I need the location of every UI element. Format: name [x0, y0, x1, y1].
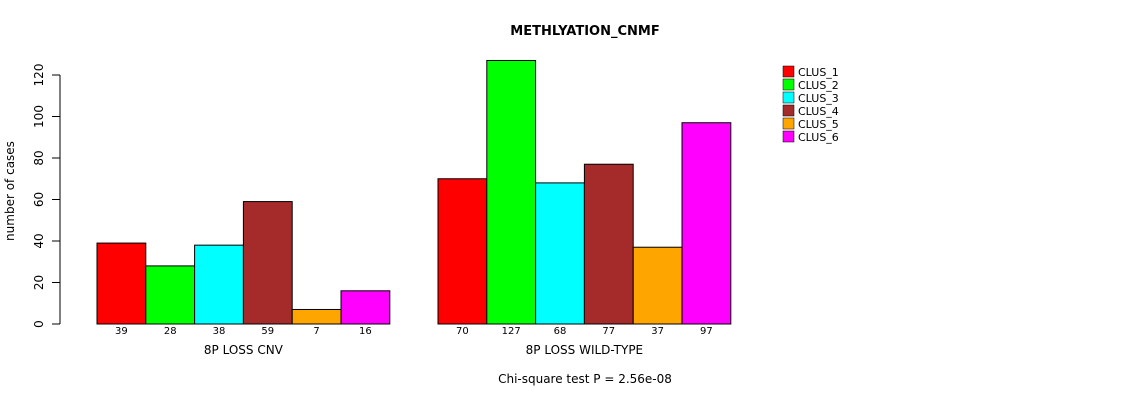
bar-clus-5-group-2 [632, 246, 683, 325]
bar-count-label: 97 [700, 326, 713, 337]
legend-label: CLUS_2 [798, 79, 839, 92]
bar-count-label: 127 [502, 326, 521, 337]
legend-swatch [782, 78, 795, 91]
bar-count-label: 68 [554, 326, 567, 337]
bar-clus-6-group-1 [340, 290, 391, 325]
y-tick-label: 0 [32, 320, 46, 328]
bar-clus-4-group-1 [242, 201, 293, 325]
y-tick-label: 80 [32, 150, 46, 165]
bar-count-label: 77 [602, 326, 615, 337]
legend-swatch [782, 65, 795, 78]
bar-clus-5-group-1 [291, 308, 342, 325]
legend-label: CLUS_5 [798, 118, 839, 131]
legend-swatch [782, 91, 795, 104]
bar-count-label: 70 [456, 326, 469, 337]
chi-square-footnote: Chi-square test P = 2.56e-08 [498, 372, 672, 386]
group-label-2: 8P LOSS WILD-TYPE [526, 343, 643, 357]
legend-swatch [782, 104, 795, 117]
legend-label: CLUS_6 [798, 131, 839, 144]
y-axis-label: number of cases [3, 141, 17, 241]
bar-clus-6-group-2 [681, 122, 732, 325]
bar-count-label: 38 [213, 326, 226, 337]
chart-title: METHLYATION_CNMF [510, 24, 659, 39]
bar-clus-2-group-2 [486, 59, 537, 325]
legend-swatch [782, 130, 795, 143]
y-axis: 0 20 40 60 80 100 120 [32, 64, 61, 328]
bar-clus-3-group-2 [535, 182, 585, 325]
bar-clus-1-group-2 [437, 178, 488, 325]
bar-clus-3-group-1 [194, 244, 244, 325]
legend-label: CLUS_3 [798, 92, 839, 105]
group-labels: 8P LOSS CNV 8P LOSS WILD-TYPE [204, 343, 643, 357]
bar-count-label: 37 [651, 326, 664, 337]
bar-clus-1-group-1 [96, 242, 147, 325]
bar-count-labels: 39 28 38 59 7 16 70 127 68 77 37 97 [115, 326, 713, 337]
bar-count-label: 16 [359, 326, 372, 337]
y-tick-label: 60 [32, 192, 46, 207]
bar-count-label: 59 [261, 326, 274, 337]
y-tick-label: 120 [32, 64, 46, 87]
group-label-1: 8P LOSS CNV [204, 343, 284, 357]
bar-count-label: 39 [115, 326, 128, 337]
bar-count-label: 28 [164, 326, 177, 337]
legend-swatch [782, 117, 795, 130]
bar-clus-2-group-1 [145, 265, 196, 325]
y-tick-label: 40 [32, 233, 46, 248]
bar-clus-4-group-2 [583, 163, 634, 325]
legend-label: CLUS_4 [798, 105, 839, 118]
bar-count-label: 7 [313, 326, 319, 337]
legend-label: CLUS_1 [798, 66, 839, 79]
bars-layer [96, 59, 732, 325]
y-tick-label: 100 [32, 105, 46, 128]
y-tick-label: 20 [32, 275, 46, 290]
